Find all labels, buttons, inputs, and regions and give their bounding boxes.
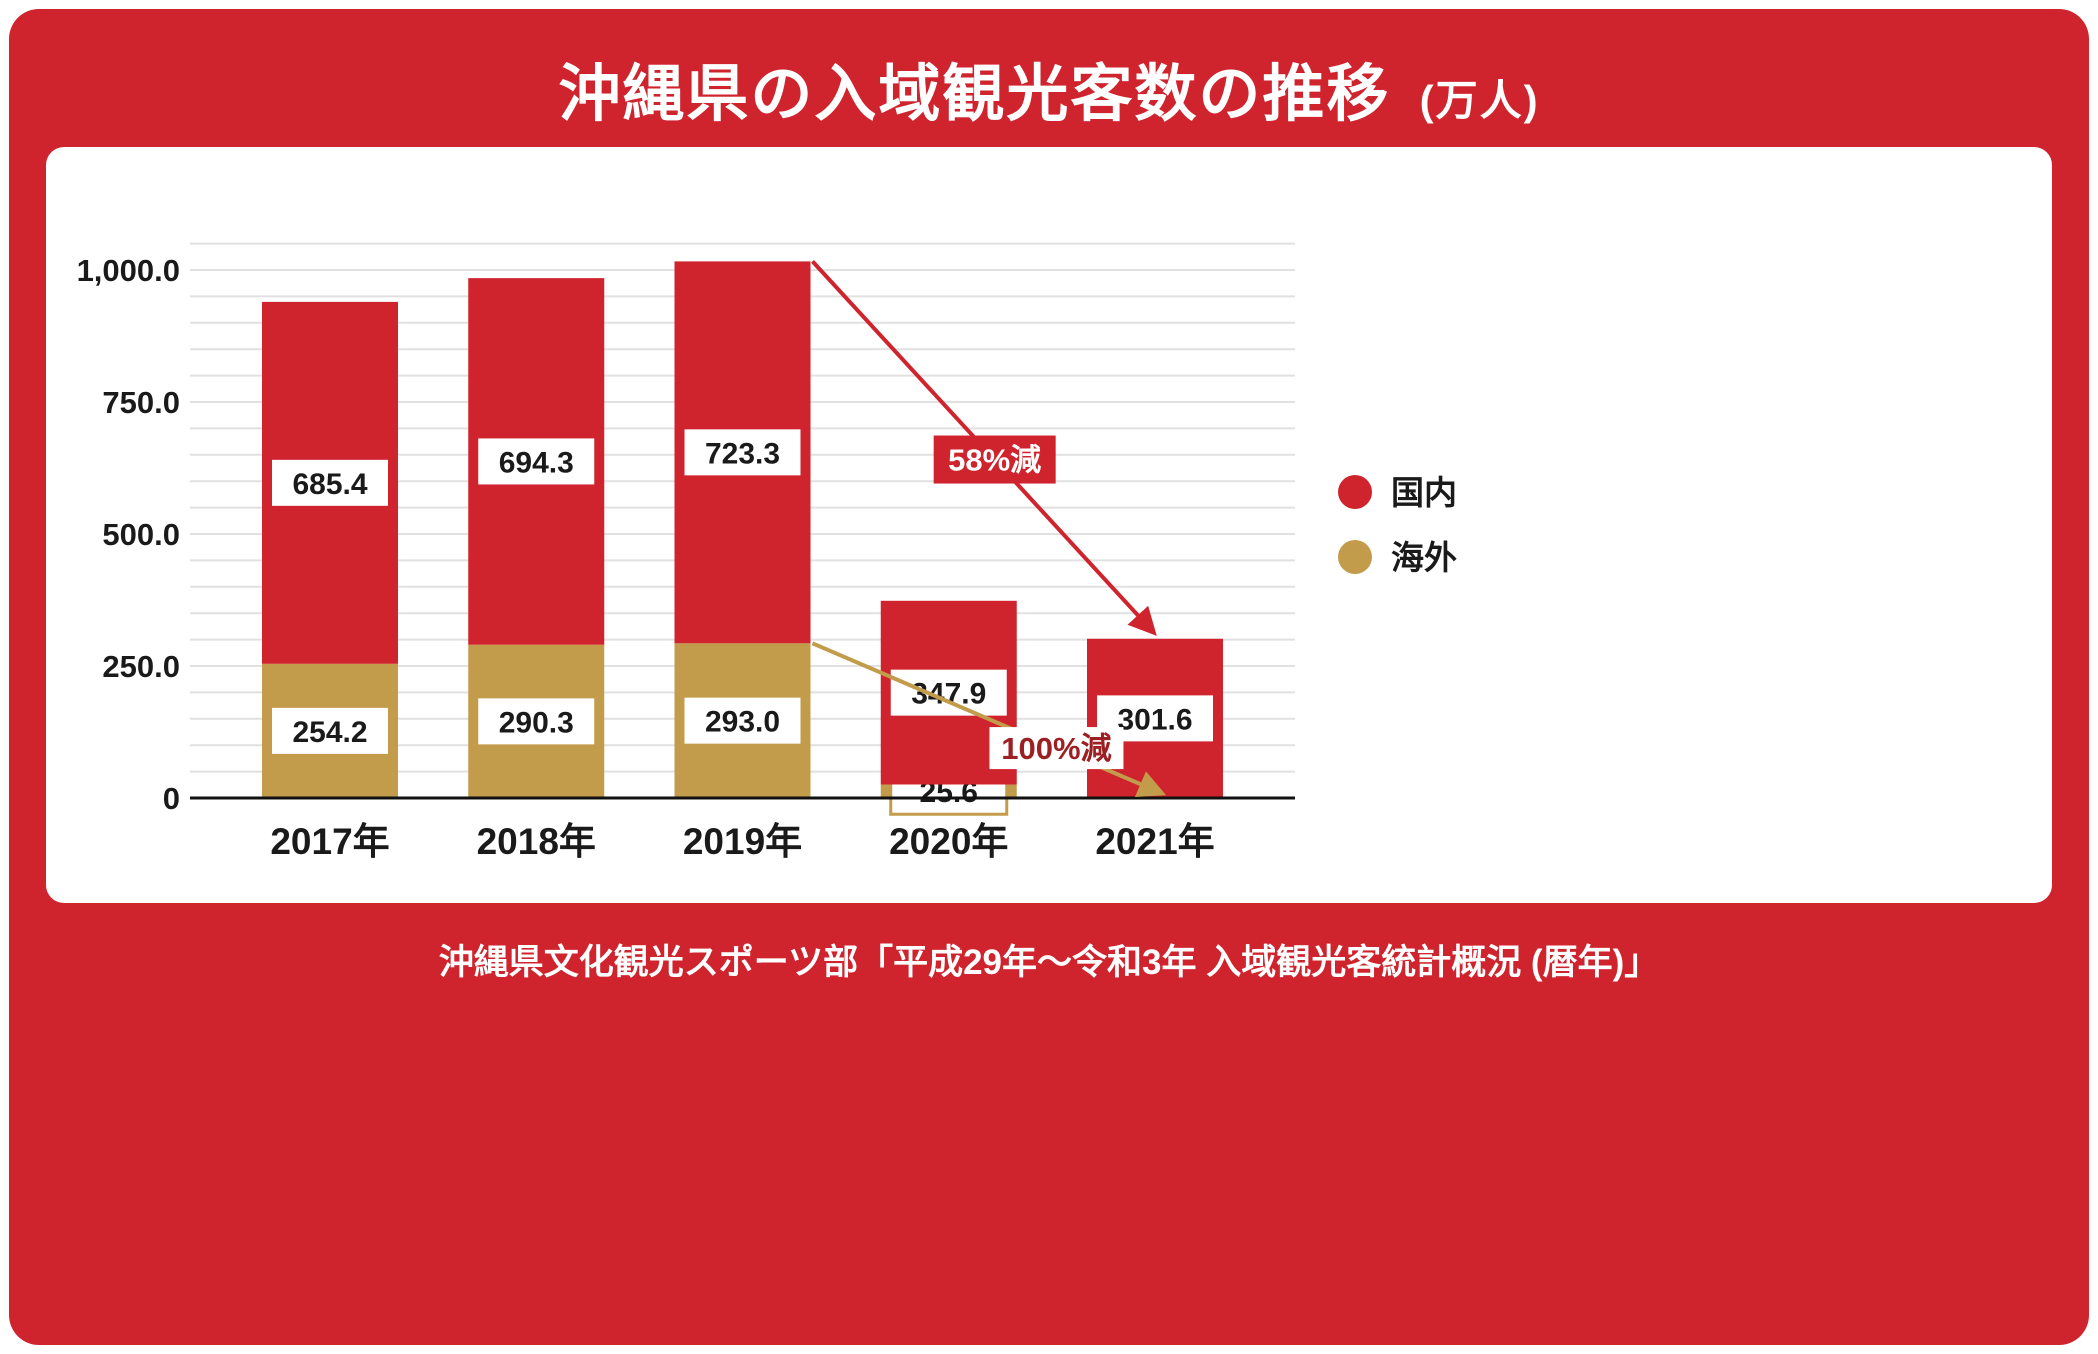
source-caption: 沖縄県文化観光スポーツ部「平成29年〜令和3年 入域観光客統計概況 (暦年)」 [438,943,1660,982]
annotation-label-box-domestic-drop [933,435,1056,484]
legend-swatch-1 [1338,540,1372,574]
y-tick-label: 750.0 [102,385,180,420]
y-tick-label: 250.0 [102,649,180,684]
legend-label-1: 海外 [1391,539,1457,576]
chart-canvas: 0 250.0 500.0 750.0 1,000.0 254.2 685.4 2017年 29… [77,242,1457,862]
legend-swatch-0 [1338,475,1372,509]
chart-card: 0 250.0 500.0 750.0 1,000.0 254.2 685.4 2017年 29… [46,147,2052,903]
value-label-box [684,429,801,476]
page-title-unit: (万人) [1419,77,1540,124]
value-label-domestic-0: 685.4 [292,468,367,501]
x-axis-label-1: 2018年 [477,821,596,862]
value-label-box [478,698,595,745]
value-label-box [272,707,388,754]
page-title: 沖縄県の入域観光客数の推移 (万人) [9,43,2089,133]
y-tick-label: 500.0 [102,517,180,552]
value-label-overseas-2: 293.0 [705,706,780,739]
value-label-domestic-1: 694.3 [499,446,574,479]
stacked-bar-chart: 0 250.0 500.0 750.0 1,000.0 254.2 685.4 2017年 29… [46,147,2052,903]
x-axis-label-3: 2020年 [889,821,1008,862]
y-tick-label: 0 [163,781,180,816]
value-label-overseas-0: 254.2 [292,716,367,749]
legend-label-0: 国内 [1391,474,1457,511]
page-title-text: 沖縄県の入域観光客数の推移 [558,60,1391,129]
x-axis-label-4: 2021年 [1095,821,1214,862]
y-tick-label: 1,000.0 [77,253,180,288]
poster-background: 沖縄県の入域観光客数の推移 (万人) 0 250.0 500.0 750.0 1,000… [9,9,2089,1345]
value-label-overseas-1: 290.3 [499,706,574,739]
annotation-label-box-overseas-drop [989,727,1124,770]
x-axis-label-0: 2017年 [270,821,389,862]
value-label-domestic-3: 347.9 [911,678,986,711]
annotation-label-overseas-drop: 100%減 [1001,731,1111,766]
value-label-box [272,459,388,506]
value-label-box [890,669,1007,716]
value-label-domestic-2: 723.3 [705,437,780,470]
value-label-box [478,438,595,485]
value-label-domestic-4: 301.6 [1117,703,1192,736]
annotation-label-domestic-drop: 58%減 [948,443,1041,478]
x-axis-label-2: 2019年 [683,821,802,862]
value-label-box [684,697,801,744]
